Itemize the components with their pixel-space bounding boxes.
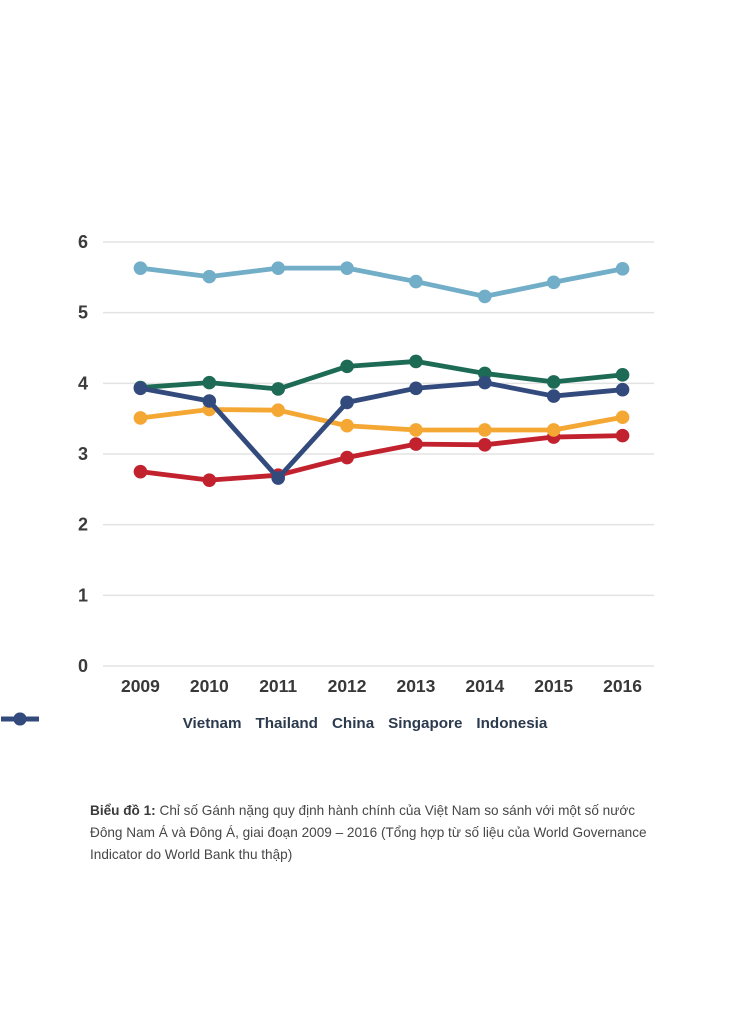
series-point-indonesia (133, 381, 148, 396)
series-point-china (615, 368, 630, 382)
series-point-indonesia (340, 395, 354, 410)
series-point-vietnam (615, 428, 630, 443)
series-point-vietnam (409, 437, 423, 451)
series-point-singapore (271, 261, 285, 275)
legend-label: China (331, 715, 375, 733)
legend-item-vietnam: Vietnam (1, 712, 242, 733)
legend-item-indonesia: Indonesia (1, 712, 548, 733)
x-tick-label: 2014 (465, 676, 504, 696)
legend-item-thailand: Thailand (1, 712, 318, 733)
y-tick-label: 1 (78, 585, 88, 605)
series-point-china (340, 359, 354, 374)
series-point-china (202, 375, 217, 390)
series-point-indonesia (271, 471, 285, 485)
series-point-indonesia (409, 381, 423, 396)
series-point-vietnam (340, 450, 354, 465)
x-tick-label: 2009 (121, 676, 160, 696)
x-tick-label: 2010 (190, 676, 229, 696)
series-point-singapore (340, 261, 354, 275)
series-point-vietnam (133, 464, 148, 479)
series-point-thailand (409, 423, 423, 437)
caption-label: Biểu đồ 1: (90, 802, 156, 818)
series-point-thailand (271, 403, 285, 417)
series-line-indonesia (138, 380, 625, 481)
series-line-china (138, 359, 625, 392)
series-point-indonesia (202, 394, 217, 408)
legend-label: Indonesia (476, 715, 548, 733)
series-point-singapore (202, 269, 217, 284)
y-tick-label: 5 (78, 303, 88, 323)
series-point-china (271, 382, 285, 396)
series-line-thailand (138, 407, 625, 433)
legend-label: Thailand (255, 715, 318, 733)
series-point-thailand (615, 410, 630, 425)
series-line-singapore (138, 265, 625, 299)
legend-label: Singapore (388, 715, 463, 733)
series-point-vietnam (202, 473, 217, 487)
figure-caption: Biểu đồ 1: Chỉ số Gánh nặng quy định hàn… (90, 800, 664, 866)
x-tick-label: 2015 (534, 676, 573, 696)
series-point-thailand (478, 423, 492, 437)
x-tick-label: 2011 (259, 676, 297, 696)
legend-label: Vietnam (182, 715, 242, 733)
series-point-indonesia (546, 389, 561, 403)
series-point-thailand (340, 418, 354, 433)
x-tick-label: 2012 (328, 676, 367, 696)
line-chart: 0 1 2 3 4 5 6 2009 2010 2011 2012 2013 2014 2015 2016 (78, 232, 654, 696)
y-tick-label: 6 (78, 232, 88, 252)
series-point-china (409, 354, 423, 369)
legend-item-singapore: Singapore (1, 712, 463, 733)
series-point-singapore (546, 275, 561, 290)
series-point-singapore (409, 274, 423, 289)
series-point-thailand (133, 411, 148, 425)
y-tick-label: 0 (78, 656, 88, 676)
series-point-china (546, 375, 561, 389)
caption-text: Chỉ số Gánh nặng quy định hành chính của… (90, 802, 647, 862)
y-tick-label: 3 (78, 444, 88, 464)
y-tick-label: 2 (78, 515, 88, 535)
series-line-vietnam (138, 433, 625, 483)
series-point-indonesia (478, 375, 492, 390)
series-point-singapore (133, 261, 148, 275)
legend: Vietnam Thailand China Singapore Indonesia (0, 711, 730, 737)
series-point-singapore (615, 262, 630, 276)
x-tick-label: 2016 (603, 676, 642, 696)
legend-marker-icon (1, 712, 39, 726)
series-point-vietnam (478, 438, 492, 452)
series-point-thailand (546, 423, 561, 437)
series-point-indonesia (615, 382, 630, 397)
y-tick-label: 4 (78, 373, 88, 393)
legend-item-china: China (1, 712, 375, 733)
x-tick-label: 2013 (396, 676, 435, 696)
series-point-singapore (478, 289, 492, 304)
